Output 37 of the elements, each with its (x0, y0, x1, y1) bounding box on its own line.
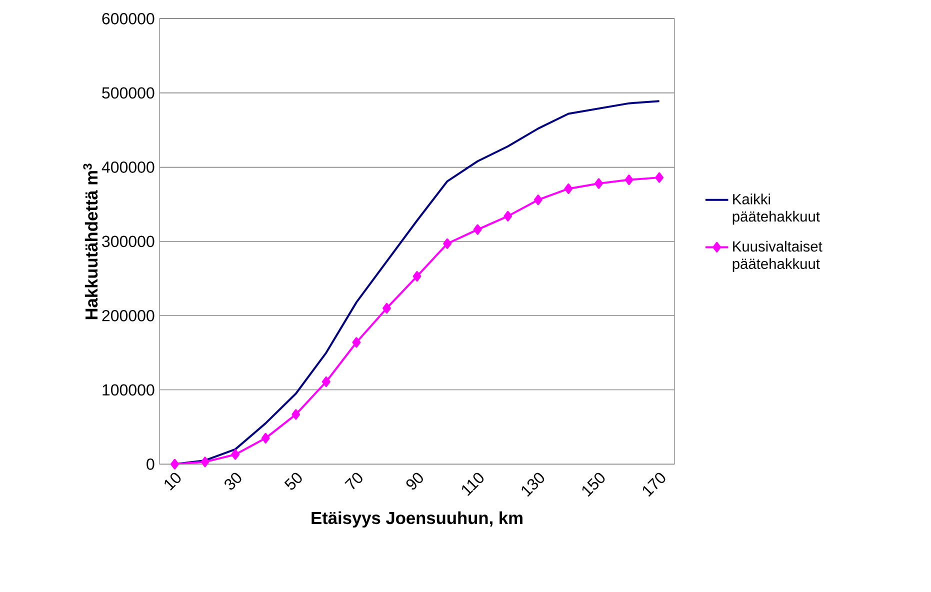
point (443, 238, 452, 249)
point (655, 172, 664, 183)
y-tick-label: 200000 (102, 310, 154, 322)
x-tick-label: 30 (224, 472, 242, 490)
x-tick-label: 110 (462, 472, 484, 496)
point (322, 376, 330, 387)
point (412, 270, 422, 282)
x-axis-title: Etäisyys Joensuuhun, km (312, 511, 522, 528)
point (170, 458, 179, 470)
y-tick-label: 400000 (102, 161, 154, 173)
y-tick-label: 300000 (102, 236, 154, 247)
legend-label: Kuusivaltaiset päätehakkuut (732, 240, 822, 272)
legend-label: Kaikki päätehakkuut (732, 193, 820, 224)
point (200, 456, 210, 468)
y-tick-label: 600000 (102, 12, 154, 24)
point (564, 183, 573, 194)
y-tick-label: 0 (146, 458, 154, 470)
x-tick-label: 170 (642, 472, 666, 497)
point (473, 224, 482, 235)
x-tick-label: 130 (522, 472, 544, 497)
x-tick-label: 150 (582, 472, 605, 497)
point (292, 409, 300, 420)
x-tick-label: 90 (406, 472, 423, 490)
y-tick-label: 500000 (102, 87, 154, 98)
point (594, 178, 603, 189)
point (261, 432, 270, 444)
x-tick-label: 50 (284, 472, 302, 490)
x-tick-label: 70 (344, 472, 362, 490)
point (504, 210, 512, 222)
point (624, 174, 634, 185)
point (534, 194, 542, 206)
x-tick-label: 10 (164, 472, 181, 490)
y-axis-title: Hakkuutähdettä m$^{3}$ (83, 164, 98, 320)
point (231, 449, 240, 460)
point (352, 337, 361, 348)
y-tick-label: 100000 (102, 384, 154, 396)
point (382, 302, 391, 314)
